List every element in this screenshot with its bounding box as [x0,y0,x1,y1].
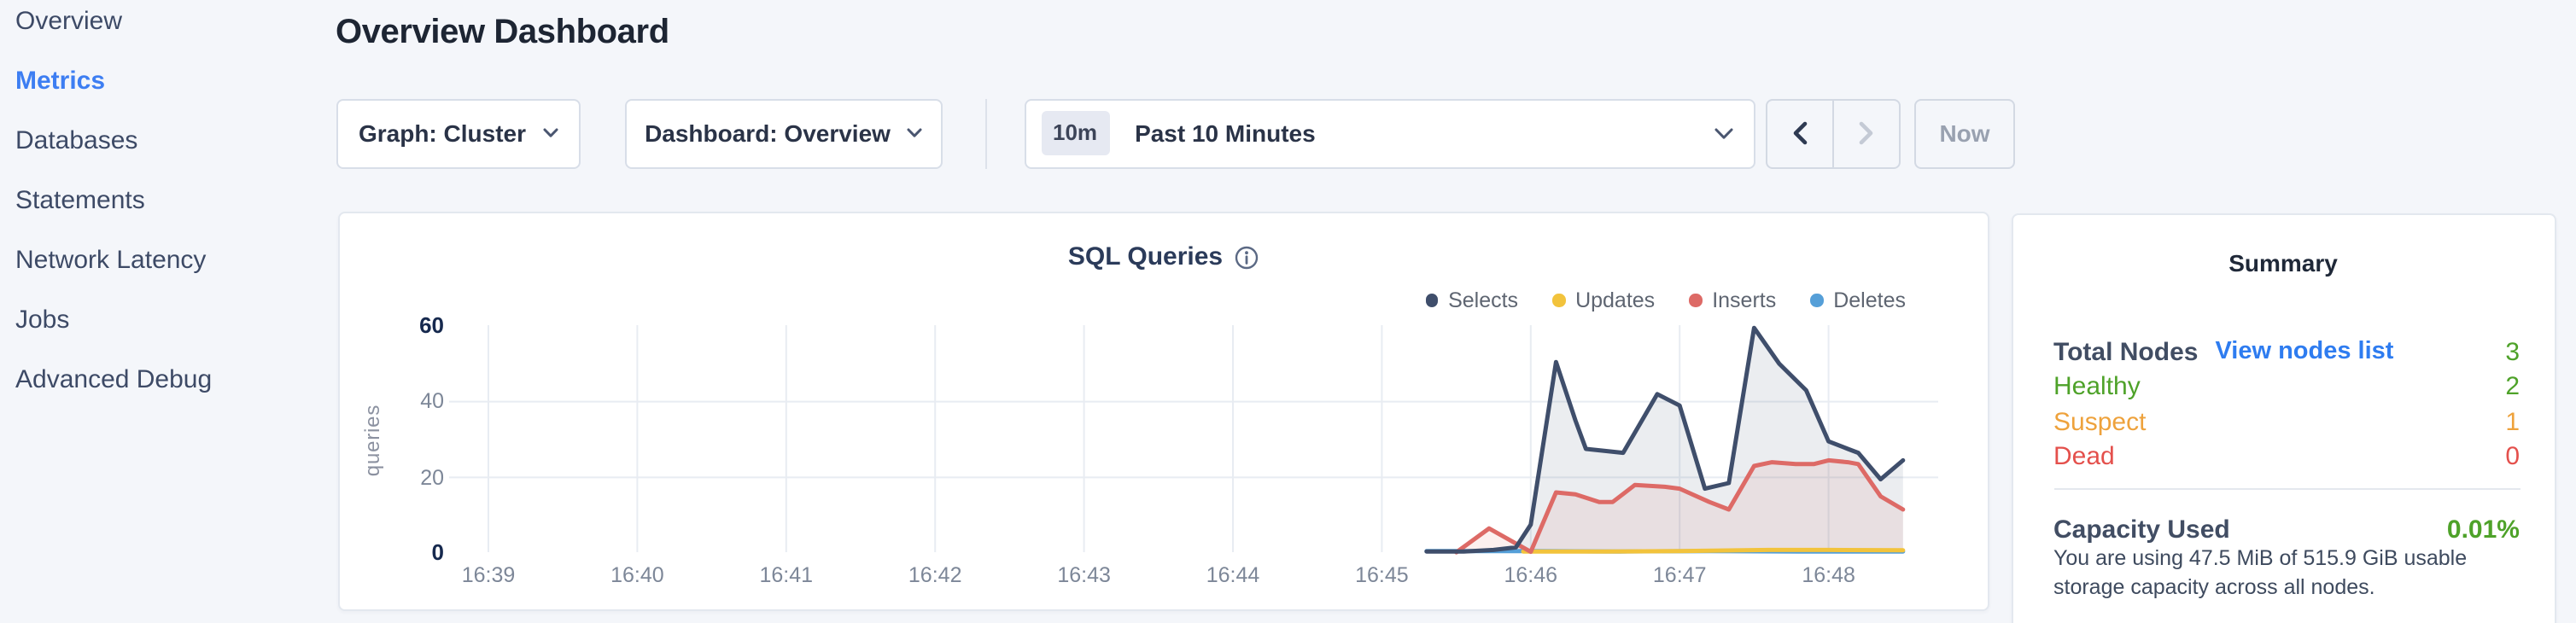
x-tick-label: 16:46 [1504,562,1558,586]
x-tick-label: 16:44 [1206,562,1260,586]
x-tick-label: 16:40 [610,562,664,586]
sidebar-list: Overview Metrics Databases Statements Networ… [0,0,333,410]
capacity-used-value: 0.01% [2446,515,2520,544]
sidebar-item-overview[interactable]: Overview [15,7,123,36]
chart-legend: Selects Updates Inserts Deletes [1425,288,1906,312]
legend-dot-deletes [1810,294,1824,307]
node-status-label: Healthy [2053,372,2141,402]
legend-dot-inserts [1689,294,1703,307]
chart-title: SQL Queries [1067,242,1224,271]
time-step-button-group [1766,98,1900,168]
node-status-row-total-nodes: Total Nodes View nodes list 3 [2053,335,2520,370]
legend-item-updates[interactable]: Updates [1552,288,1655,312]
chart-title-row: SQL Queries [337,242,1989,271]
dashboard-dropdown[interactable]: Dashboard: Overview [625,98,943,168]
sidebar-item-advanced-debug[interactable]: Advanced Debug [15,365,213,394]
summary-panel: Summary Total Nodes View nodes list 3 Healt… [2011,213,2556,623]
time-prev-button[interactable] [1767,100,1832,166]
sql-queries-chart-card [337,212,1989,611]
node-status-value: 3 [2505,337,2520,367]
sidebar: Overview Metrics Databases Statements Networ… [0,0,333,410]
x-tick-label: 16:48 [1802,562,1855,586]
page-title: Overview Dashboard [336,14,669,51]
node-status-row-dead: Dead 0 [2053,440,2520,475]
dashboard-dropdown-label: Dashboard: Overview [645,119,891,147]
y-tick-label: 40 [420,389,444,414]
legend-label: Updates [1575,288,1656,312]
legend-item-deletes[interactable]: Deletes [1810,288,1906,312]
chevron-left-icon [1793,121,1808,145]
x-tick-label: 16:43 [1057,562,1111,586]
graph-dropdown[interactable]: Graph: Cluster [336,98,581,168]
controls-divider [985,98,987,168]
sidebar-item-metrics[interactable]: Metrics [15,67,106,96]
x-tick-label: 16:41 [759,562,814,586]
sidebar-item-network-latency[interactable]: Network Latency [15,246,207,275]
x-tick-label: 16:47 [1652,562,1707,586]
node-status-row-healthy: Healthy 2 [2053,370,2520,405]
legend-label: Inserts [1712,288,1777,312]
time-next-button[interactable] [1831,100,1899,166]
node-status-value: 2 [2505,372,2520,402]
capacity-description: You are using 47.5 MiB of 515.9 GiB usab… [2053,546,2468,598]
y-tick-label: 60 [419,312,444,338]
chevron-down-icon [543,128,558,137]
now-button[interactable]: Now [1914,98,2015,168]
legend-label: Selects [1448,288,1519,312]
graph-dropdown-label: Graph: Cluster [358,119,526,147]
capacity-used-label: Capacity Used [2053,515,2230,544]
legend-item-selects[interactable]: Selects [1425,288,1518,312]
sidebar-item-databases[interactable]: Databases [15,126,138,155]
chevron-right-icon [1858,121,1872,145]
time-range-selector[interactable]: 10m Past 10 Minutes [1024,98,1755,168]
view-nodes-list-link[interactable]: View nodes list [2215,338,2394,366]
chevron-down-icon [908,128,923,137]
x-tick-label: 16:42 [908,562,962,586]
time-range-badge: 10m [1041,111,1110,155]
node-status-label: Suspect [2053,407,2147,437]
node-status-label: Total Nodes [2053,337,2199,367]
node-status-value: 0 [2505,442,2520,472]
node-status-label: Dead [2053,442,2115,472]
info-icon[interactable] [1235,245,1259,269]
node-status-value: 1 [2505,407,2520,437]
summary-divider [2053,488,2520,490]
chevron-down-icon [1714,127,1732,138]
legend-item-inserts[interactable]: Inserts [1689,288,1776,312]
y-tick-label: 0 [431,539,444,565]
node-status-row-suspect: Suspect 1 [2053,405,2520,440]
legend-dot-updates [1552,294,1566,307]
x-tick-label: 16:45 [1355,562,1409,586]
y-tick-label: 20 [420,465,444,490]
x-tick-label: 16:39 [461,562,516,586]
legend-dot-selects [1425,294,1439,307]
sidebar-item-statements[interactable]: Statements [15,186,145,215]
time-range-label: Past 10 Minutes [1135,119,1316,147]
capacity-used-row: Capacity Used 0.01% [2053,515,2520,544]
summary-title: Summary [2228,249,2338,277]
sidebar-item-jobs[interactable]: Jobs [15,306,70,335]
node-status-rows: Total Nodes View nodes list 3 Healthy 2 Suspe… [2053,335,2520,475]
legend-label: Deletes [1833,288,1906,312]
